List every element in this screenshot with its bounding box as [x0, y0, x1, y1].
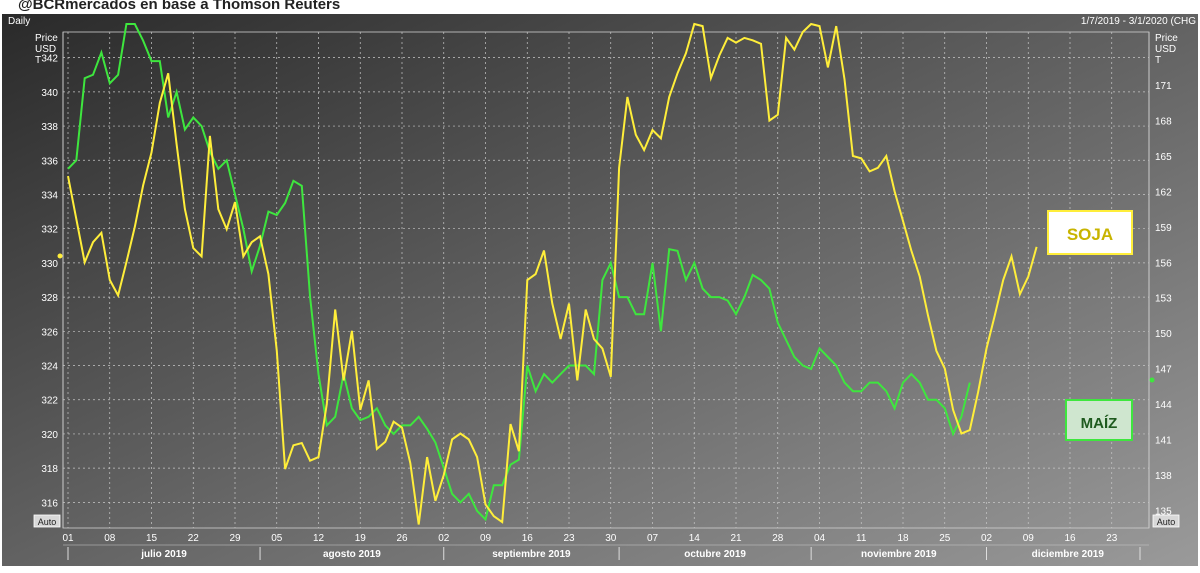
day-tick-label: 04: [814, 533, 826, 544]
left-unit-price: Price: [35, 33, 58, 44]
day-tick-label: 14: [689, 533, 701, 544]
maiz-series-line: [67, 23, 971, 522]
right-tick-label: 162: [1155, 187, 1172, 198]
day-tick-label: 28: [772, 533, 784, 544]
day-tick-label: 22: [188, 533, 200, 544]
day-tick-label: 23: [1106, 533, 1118, 544]
maiz-legend-box: MAÍZ: [1065, 399, 1133, 441]
month-label: noviembre 2019: [861, 549, 937, 560]
left-tick-label: 340: [41, 88, 58, 99]
day-tick-label: 21: [730, 533, 742, 544]
day-tick-label: 16: [522, 533, 534, 544]
day-tick-label: 05: [271, 533, 283, 544]
left-unit-t: T: [35, 55, 41, 66]
right-unit-t: T: [1155, 55, 1161, 66]
left-tick-label: 316: [41, 498, 58, 509]
day-tick-label: 01: [62, 533, 74, 544]
left-auto-button[interactable]: Auto: [33, 514, 61, 528]
left-tick-label: 342: [41, 54, 58, 65]
left-tick-label: 326: [41, 327, 58, 338]
left-tick-label: 330: [41, 259, 58, 270]
day-tick-label: 02: [981, 533, 993, 544]
left-tick-label: 320: [41, 430, 58, 441]
month-labels: julio 2019 agosto 2019 septiembre 2019 octu…: [67, 547, 1141, 560]
day-tick-label: 15: [146, 533, 158, 544]
month-label: septiembre 2019: [492, 549, 571, 560]
soja-legend-box: SOJA: [1047, 210, 1133, 255]
left-tick-label: 322: [41, 396, 58, 407]
soja-legend-label: SOJA: [1067, 225, 1113, 244]
day-tick-label: 18: [897, 533, 909, 544]
day-axis-ticks: 01 08 15 22 29 05 12 19 26 02 09 16 23 30 07 14 21 28 04 11…: [62, 533, 1117, 544]
maiz-right-marker: [1149, 377, 1155, 383]
month-label: diciembre 2019: [1032, 549, 1105, 560]
month-label: octubre 2019: [684, 549, 746, 560]
right-tick-label: 135: [1155, 506, 1172, 517]
maiz-legend-label: MAÍZ: [1081, 415, 1118, 432]
right-tick-label: 144: [1155, 400, 1172, 411]
day-tick-label: 08: [104, 533, 116, 544]
chart-background: [2, 14, 1198, 566]
right-axis-ticks: 135 138 141 144 147 150 153 156 159 162 165 168 171: [1155, 81, 1172, 517]
day-tick-label: 26: [396, 533, 408, 544]
right-tick-label: 171: [1155, 81, 1172, 92]
right-tick-label: 138: [1155, 471, 1172, 482]
day-tick-label: 23: [563, 533, 575, 544]
soja-series-line: [67, 22, 1038, 525]
month-label: agosto 2019: [323, 549, 381, 560]
left-tick-label: 334: [41, 190, 58, 201]
day-tick-label: 07: [647, 533, 659, 544]
day-tick-label: 30: [605, 533, 617, 544]
right-tick-label: 165: [1155, 152, 1172, 163]
left-auto-label: Auto: [38, 517, 57, 527]
periodicity-label: Daily: [8, 16, 30, 27]
day-tick-label: 12: [313, 533, 325, 544]
soja-left-marker: [57, 253, 63, 259]
day-tick-label: 16: [1064, 533, 1076, 544]
right-tick-label: 156: [1155, 258, 1172, 269]
left-tick-label: 332: [41, 225, 58, 236]
day-tick-label: 25: [939, 533, 951, 544]
right-auto-button[interactable]: Auto: [1152, 514, 1180, 528]
date-range-label: 1/7/2019 - 3/1/2020 (CHG: [1081, 16, 1196, 27]
day-tick-label: 29: [229, 533, 241, 544]
right-tick-label: 153: [1155, 294, 1172, 305]
left-tick-label: 318: [41, 464, 58, 475]
right-unit-price: Price: [1155, 33, 1178, 44]
left-axis-ticks: 316 318 320 322 324 326 328 330 332 334 336 338 340 3…: [41, 54, 58, 510]
left-tick-label: 324: [41, 362, 58, 373]
day-tick-label: 19: [355, 533, 367, 544]
right-auto-label: Auto: [1157, 517, 1176, 527]
day-tick-label: 11: [856, 533, 867, 544]
source-caption: @BCRmercados en base a Thomson Reuters: [18, 0, 341, 13]
day-tick-label: 02: [438, 533, 450, 544]
left-tick-label: 336: [41, 156, 58, 167]
right-tick-label: 168: [1155, 117, 1172, 128]
right-tick-label: 159: [1155, 223, 1172, 234]
month-label: julio 2019: [140, 549, 187, 560]
day-tick-label: 09: [1023, 533, 1035, 544]
left-unit-usd: USD: [35, 44, 56, 55]
right-unit-usd: USD: [1155, 44, 1176, 55]
right-tick-label: 147: [1155, 365, 1172, 376]
day-tick-label: 09: [480, 533, 492, 544]
left-tick-label: 328: [41, 293, 58, 304]
left-tick-label: 338: [41, 122, 58, 133]
right-tick-label: 141: [1155, 435, 1172, 446]
right-tick-label: 150: [1155, 329, 1172, 340]
